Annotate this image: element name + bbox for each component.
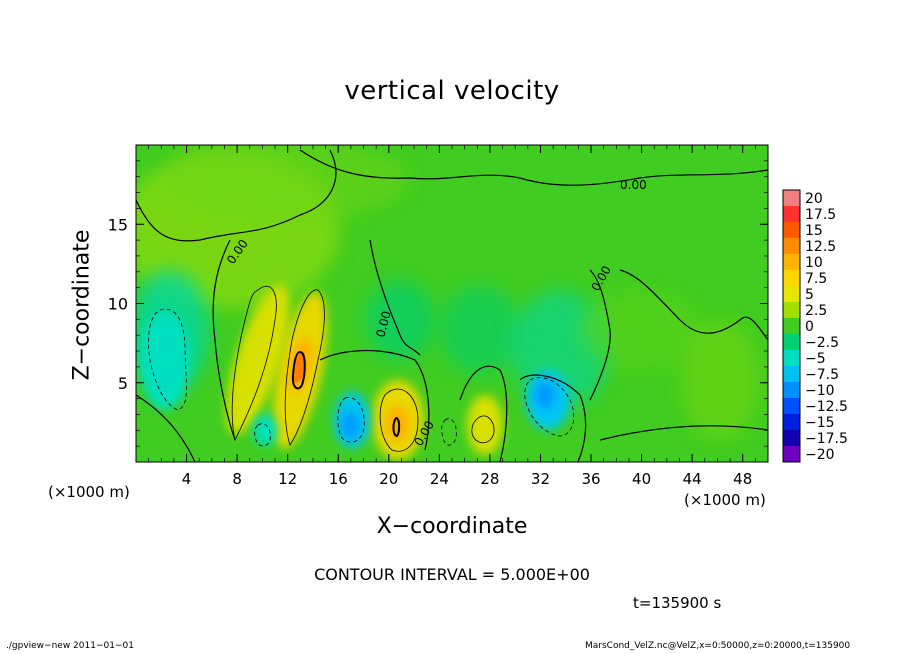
x-unit-label-left: (×1000 m) — [48, 483, 130, 501]
colorbar-swatch — [783, 334, 800, 350]
colorbar-swatch — [783, 222, 800, 238]
downdraft-core — [341, 411, 359, 439]
positive-contour — [231, 285, 277, 442]
time-label: t=135900 s — [633, 594, 722, 612]
heatmap-region — [365, 280, 435, 360]
updraft-plume — [226, 285, 290, 435]
heatmap-field — [136, 145, 768, 462]
colorbar-label: −2.5 — [805, 335, 839, 351]
y-tick-label: 15 — [108, 215, 128, 234]
colorbar-swatch — [783, 254, 800, 270]
contour-10 — [392, 416, 401, 438]
x-axis: 4 8 12 16 20 24 28 32 36 40 44 48 — [148, 145, 756, 488]
y-tick-label: 5 — [118, 374, 128, 393]
contour-label: 0.00 — [373, 309, 393, 338]
x-tick-label: 4 — [182, 470, 192, 488]
x-unit-label-right: (×1000 m) — [684, 491, 766, 509]
zero-contour — [319, 349, 508, 462]
x-tick-label: 24 — [430, 470, 449, 488]
zero-contour — [212, 239, 421, 441]
colorbar-swatch — [783, 238, 800, 254]
downdraft — [140, 310, 190, 410]
contour-10 — [291, 350, 306, 390]
heatmap-region — [440, 285, 520, 375]
colorbar-swatch — [783, 366, 800, 382]
downdraft-core — [535, 381, 555, 409]
colorbar-label: −10 — [805, 383, 835, 399]
colorbar-frame — [782, 189, 801, 463]
x-tick-label: 48 — [733, 470, 752, 488]
colorbar-label: −7.5 — [805, 367, 839, 383]
colorbar-label: 17.5 — [805, 207, 836, 223]
x-tick-label: 12 — [278, 470, 297, 488]
heatmap-region — [580, 290, 700, 370]
colorbar-label: 0 — [805, 319, 814, 335]
colorbar-label: −12.5 — [805, 399, 848, 415]
zero-contour — [136, 149, 768, 242]
x-tick-label: 40 — [632, 470, 651, 488]
colorbar-swatch — [783, 446, 800, 462]
contour-interval: CONTOUR INTERVAL = 5.000E+00 — [314, 565, 590, 584]
footer-right: MarsCond_VelZ.nc@VelZ,x=0:50000,z=0:2000… — [585, 641, 851, 651]
contour-lines — [136, 149, 768, 462]
colorbar-label: −20 — [805, 447, 835, 463]
colorbar-swatch — [783, 302, 800, 318]
negative-contour — [524, 377, 575, 437]
colorbar-label: −17.5 — [805, 431, 848, 447]
colorbar-swatch — [783, 398, 800, 414]
positive-contour — [284, 289, 325, 446]
x-tick-label: 36 — [581, 470, 600, 488]
x-axis-label-text: X−coordinate — [376, 514, 528, 539]
x-tick-label: 16 — [329, 470, 348, 488]
contour-label: 0.00 — [620, 178, 647, 192]
colorbar-label: 12.5 — [805, 239, 836, 255]
colorbar-swatch — [783, 414, 800, 430]
x-tick-label: 28 — [480, 470, 499, 488]
x-tick-label: 8 — [232, 470, 242, 488]
colorbar-label: −5 — [805, 351, 826, 367]
colorbar: 2017.51512.5107.552.50−2.5−5−7.5−10−12.5… — [782, 189, 848, 463]
colorbar-swatch — [783, 430, 800, 446]
colorbar-swatch — [783, 350, 800, 366]
zero-contour — [136, 374, 587, 462]
y-axis-label: Z−coordinate — [69, 229, 95, 381]
colorbar-label: 15 — [805, 223, 823, 239]
colorbar-label: −15 — [805, 415, 835, 431]
positive-contour — [379, 388, 419, 452]
downdraft — [253, 414, 277, 446]
colorbar-label: 5 — [805, 287, 814, 303]
colorbar-label: 7.5 — [805, 271, 827, 287]
x-tick-label: 20 — [379, 470, 398, 488]
zero-contour — [589, 269, 768, 401]
colorbar-label: 20 — [805, 191, 823, 207]
colorbar-swatch — [783, 270, 800, 286]
negative-contour — [337, 397, 365, 443]
heatmap-region — [680, 320, 760, 440]
colorbar-swatch — [783, 206, 800, 222]
y-axis: 5 10 15 — [108, 160, 768, 447]
negative-contour — [148, 308, 187, 411]
colorbar-label: 10 — [805, 255, 823, 271]
x-axis-label: X−coordinate — [0, 514, 904, 539]
heatmap-region — [170, 145, 410, 220]
positive-contour — [471, 415, 495, 444]
x-tick-label: 32 — [531, 470, 550, 488]
footer-left: ./gpview−new 2011−01−01 — [6, 641, 134, 651]
colorbar-swatch — [783, 190, 800, 206]
colorbar-swatch — [783, 286, 800, 302]
x-tick-label: 44 — [683, 470, 702, 488]
colorbar-label: 2.5 — [805, 303, 827, 319]
y-tick-label: 10 — [108, 295, 128, 314]
chart-title: vertical velocity — [344, 76, 560, 106]
updraft-core — [385, 406, 409, 442]
negative-contour — [254, 423, 271, 447]
zero-contour — [599, 425, 768, 441]
colorbar-swatch — [783, 318, 800, 334]
colorbar-swatch — [783, 382, 800, 398]
negative-contour — [441, 418, 457, 446]
